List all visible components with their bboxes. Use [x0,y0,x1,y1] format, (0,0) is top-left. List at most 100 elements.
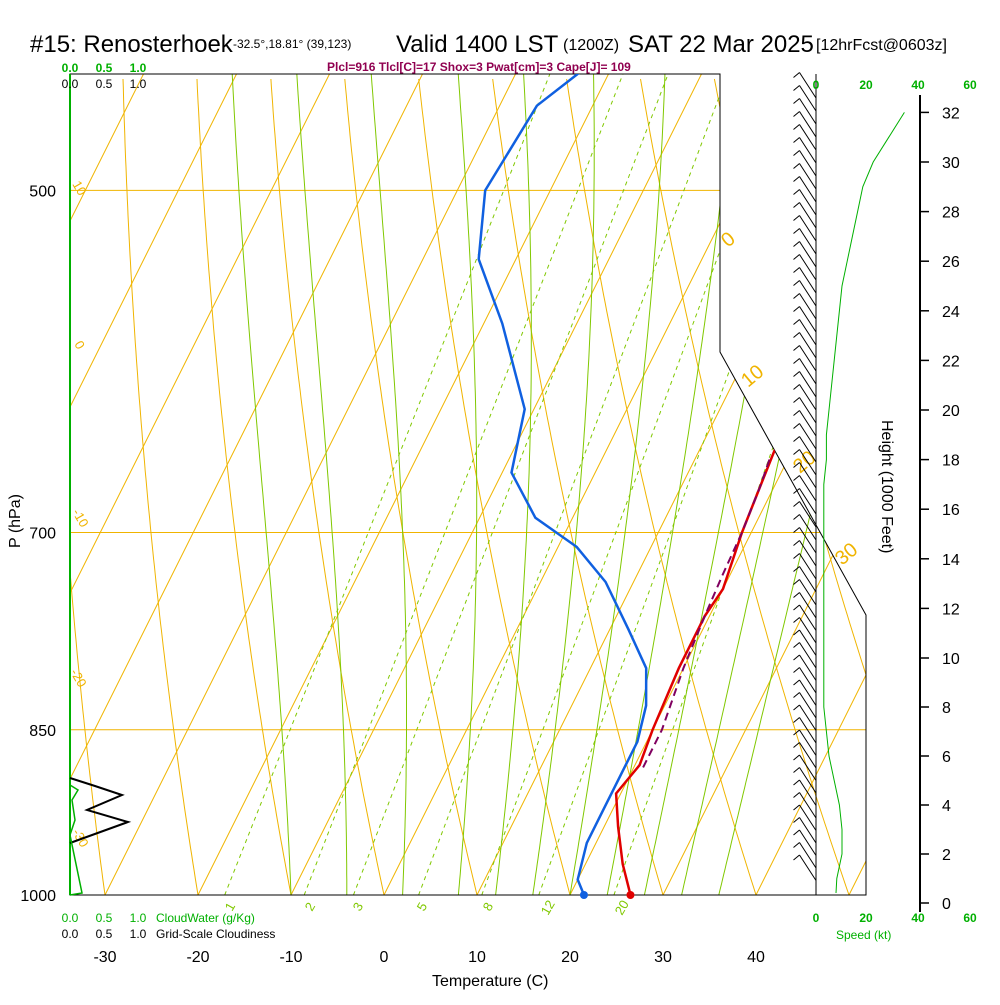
valid-time: Valid 1400 LST [396,31,559,58]
wind-barb [793,540,817,567]
wind-barb [793,254,817,281]
wind-barb-staff [799,792,817,819]
wind-barb-feather [793,98,800,104]
speed-bottom-tick: 60 [963,911,977,925]
wind-barb-feather [793,254,800,260]
mixing-ratio-label: 12 [538,897,558,917]
wind-barb-staff [799,254,817,281]
isotherm-line [70,74,625,895]
height-tick-label: 32 [942,105,960,122]
wind-barb-feather [793,124,800,130]
wind-barb-feather [793,111,800,117]
wind-barb-staff [799,729,817,756]
wind-barb-staff [799,306,817,333]
dry-adiabat [418,78,571,895]
wind-barb-feather [793,642,800,648]
wind-barb-staff [799,98,817,125]
cloudwater-profile [69,784,83,896]
wind-barb-staff [799,804,817,831]
isotherm-line [70,74,532,895]
wind-barb-feather [793,692,800,698]
wind-barb-feather [793,754,800,761]
dewpoint-line [477,74,866,895]
cloudwater-top-tick: 1.0 [130,61,147,75]
height-tick-label: 4 [942,798,951,815]
wind-barb-staff [799,280,817,307]
dry-adiabat [344,78,478,895]
wind-barb-staff [799,779,817,806]
height-axis-label: Height (1000 Feet) [878,420,895,553]
wind-barb [793,228,817,255]
moist-adiabat [488,74,532,895]
moist-adiabat [718,74,866,895]
wind-barb-feather [793,617,800,623]
pressure-tick-label: 500 [29,183,56,200]
isotherm-line [662,74,866,895]
wind-barb [793,150,817,177]
wind-barb-staff [799,267,817,294]
wind-barb [793,754,817,781]
cloudiness-top-tick: 0.0 [62,77,79,91]
wind-barb-staff [799,163,817,190]
wind-speed-profile [823,112,905,894]
cloudwater-bottom-tick: 0.5 [96,911,113,925]
moist-adiabat [222,74,292,895]
wind-barb-staff [799,358,817,385]
wind-barb-feather [793,717,800,723]
speed-bottom-tick: 40 [911,911,925,925]
wind-barb-staff [799,514,817,541]
surface-markers [579,891,635,899]
wind-barb [793,501,817,528]
wind-barb-feather [793,553,800,559]
wind-barb-staff [799,617,817,644]
moist-adiabat [606,74,754,895]
wind-barb-feather [793,475,800,481]
moist-adiabat [569,74,668,895]
mixing-ratio-line [352,74,711,895]
moist-adiabat [643,74,856,895]
height-tick-label: 20 [942,403,960,420]
isotherm-line [848,74,866,895]
isotherm-line [70,74,718,895]
wind-barb-staff [799,817,817,844]
pressure-tick-label: 850 [29,723,56,740]
wind-barb-staff [799,449,817,476]
wind-barb [793,667,817,694]
wind-barb-staff [799,667,817,694]
pressure-ticks: 2503004005007008501000 [20,183,56,905]
wind-barb-staff [799,111,817,138]
wind-barb-feather [793,540,800,546]
isotherm-line [569,74,866,895]
stability-indices: Plcl=916 Tlcl[C]=17 Shox=3 Pwat[cm]=3 Ca… [327,60,631,74]
wind-barb-feather [793,704,800,711]
height-tick-label: 16 [942,502,960,519]
wind-barb [793,332,817,359]
wind-barb-feather [793,742,800,748]
wind-barb-staff [799,319,817,346]
wind-barb [793,742,817,769]
isotherm-line [755,74,866,895]
isotherm-line [0,0,66,895]
wind-barb-staff [799,150,817,177]
height-tick-label: 10 [942,651,960,668]
isotherm-line [197,74,866,895]
wind-barb-feather [793,514,800,520]
wind-barb-feather [793,85,800,91]
wind-barb-staff [799,488,817,515]
wind-barb-feather [793,667,800,673]
wind-barb-feather [793,410,800,416]
wind-barb-feather [793,604,800,611]
isotherm-label: 10 [69,178,89,198]
isotherm-label: -10 [69,506,91,530]
wind-barb-staff [799,371,817,398]
wind-barb [793,98,817,125]
wind-barb-staff [799,654,817,681]
mixing-ratio-line [418,74,770,895]
surface-dewpoint-point [579,891,588,899]
wind-barb-feather [793,319,800,325]
wind-barb-feather [793,384,800,390]
wind-barb-feather [793,767,800,773]
wind-barb-feather [793,137,800,143]
wind-barb-staff [799,854,817,881]
wind-barb [793,280,817,307]
